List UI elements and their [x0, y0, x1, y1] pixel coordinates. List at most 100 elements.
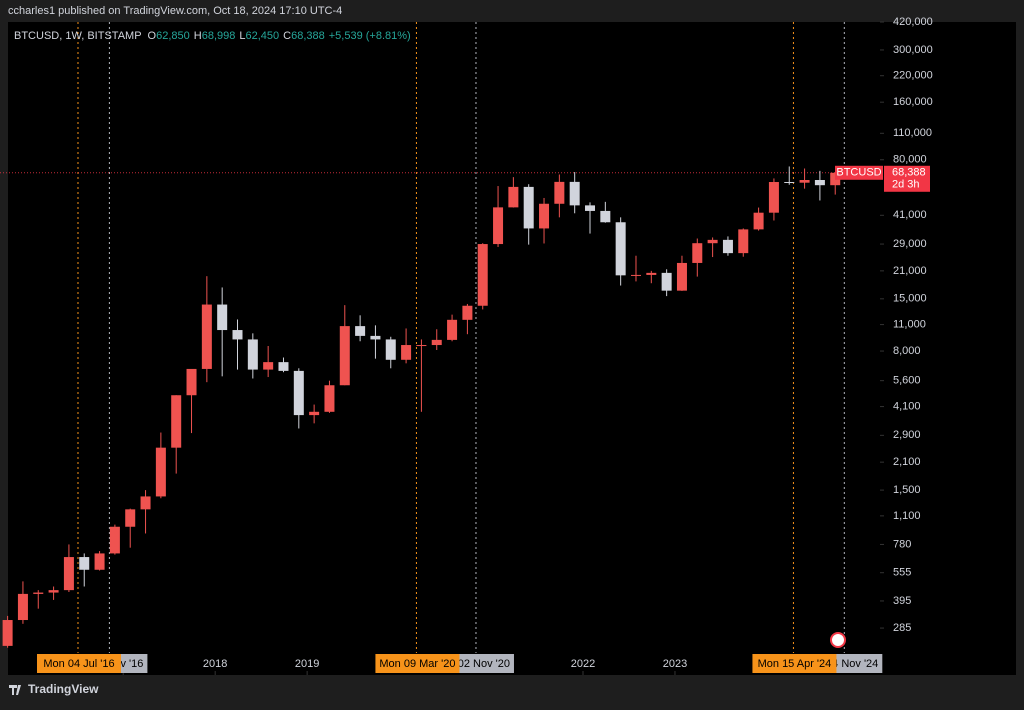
y-tick-label: 80,000 [893, 154, 927, 166]
candle-body [753, 212, 764, 230]
legend-value: 68,388 [291, 30, 325, 42]
candle-body [155, 447, 166, 497]
candle-body [17, 593, 28, 621]
candle-body [539, 203, 550, 229]
candle-body [738, 229, 749, 254]
legend-key: H [194, 30, 202, 42]
candle-body [309, 411, 320, 416]
chart-background [8, 22, 1016, 675]
candle-body [201, 304, 212, 369]
event-label: 4 Nov '24 [832, 658, 878, 670]
event-label: 02 Nov '20 [458, 658, 510, 670]
candle-body [768, 182, 779, 213]
candle-body [477, 244, 488, 306]
x-tick-label: 2023 [663, 658, 687, 670]
candle-body [140, 496, 151, 510]
candle-body [94, 553, 105, 570]
candle-body [661, 272, 672, 291]
candle-body [508, 186, 519, 208]
candle-body [263, 362, 274, 370]
x-tick-label: 2019 [295, 658, 319, 670]
header-text: ccharles1 published on TradingView.com, … [8, 5, 342, 17]
y-tick-label: 285 [893, 622, 911, 634]
candle-body [217, 304, 228, 331]
candle-body [171, 395, 182, 448]
event-label: Mon 09 Mar '20 [379, 658, 455, 670]
event-label-box [752, 654, 837, 673]
y-tick-label: 395 [893, 595, 911, 607]
y-tick-label: 4,100 [893, 400, 921, 412]
y-tick-label: 41,000 [893, 209, 927, 221]
legend-key: C [283, 30, 291, 42]
y-tick-label: 2,100 [893, 456, 921, 468]
candle-body [676, 262, 687, 291]
candle-body [416, 345, 427, 347]
candle-body [447, 319, 458, 340]
event-label: Mon 04 Jul '16 [43, 658, 114, 670]
y-tick-label: 780 [893, 538, 911, 550]
candle-body [493, 207, 504, 245]
candle-body [784, 182, 795, 184]
event-label-box [375, 654, 460, 673]
candle-body [431, 339, 442, 346]
y-tick-label: 420,000 [893, 16, 933, 28]
legend-symbol: BTCUSD, 1W, BITSTAMP [14, 30, 142, 42]
candle-body [247, 339, 258, 370]
legend-change: +5,539 (+8.81%) [329, 30, 411, 42]
legend: BTCUSD, 1W, BITSTAMP O62,850 H68,998 L62,45… [14, 30, 411, 42]
y-tick-label: 300,000 [893, 44, 933, 56]
event-label: ov '16 [114, 658, 143, 670]
y-tick-label: 1,100 [893, 510, 921, 522]
legend-value: 62,450 [245, 30, 279, 42]
candle-body [401, 345, 412, 360]
candle-body [293, 370, 304, 416]
candle-body [569, 181, 580, 206]
candle-body [692, 243, 703, 263]
symbol-tag [835, 165, 883, 180]
x-tick-label: 2018 [203, 658, 227, 670]
brand-logo [9, 685, 21, 695]
legend-value: 68,998 [202, 30, 236, 42]
legend-key: L [239, 30, 245, 42]
candle-body [324, 385, 335, 412]
price-tag [884, 165, 930, 192]
event-icon [830, 632, 846, 648]
y-tick-label: 160,000 [893, 96, 933, 108]
candle-body [385, 339, 396, 360]
candle-body [339, 326, 350, 386]
candle-body [554, 181, 565, 204]
price-tag-value: 68,388 [892, 167, 926, 179]
candle-body [33, 592, 44, 594]
candle-body [186, 368, 197, 396]
candle-body [462, 305, 473, 320]
event-label: Mon 15 Apr '24 [758, 658, 832, 670]
candle-body [630, 274, 641, 276]
y-tick-label: 29,000 [893, 238, 927, 250]
x-tick-label: 2022 [571, 658, 595, 670]
symbol-tag-text: BTCUSD [836, 167, 881, 179]
candle-body [370, 335, 381, 340]
candle-body [125, 509, 136, 527]
brand-name: TradingView [28, 682, 99, 696]
candle-body [600, 210, 611, 223]
legend-key: O [148, 30, 157, 42]
candle-body [63, 557, 74, 591]
candle-body [615, 222, 626, 276]
footer: TradingView [9, 682, 99, 696]
y-tick-label: 15,000 [893, 293, 927, 305]
chart-layer: 420,000 300,000 220,000 160,000 110,000 80,00… [0, 16, 933, 675]
candle-body [109, 526, 120, 554]
candle-body [232, 330, 243, 340]
candle-body [79, 557, 90, 570]
y-tick-label: 1,500 [893, 484, 921, 496]
candle-body [523, 186, 534, 229]
candle-body [278, 362, 289, 371]
legend-value: 62,850 [156, 30, 190, 42]
y-tick-label: 220,000 [893, 70, 933, 82]
y-tick-label: 8,000 [893, 345, 921, 357]
candle-body [814, 179, 825, 186]
candle-body [646, 272, 657, 275]
y-tick-label: 11,000 [893, 318, 926, 330]
candle-body [799, 179, 810, 183]
